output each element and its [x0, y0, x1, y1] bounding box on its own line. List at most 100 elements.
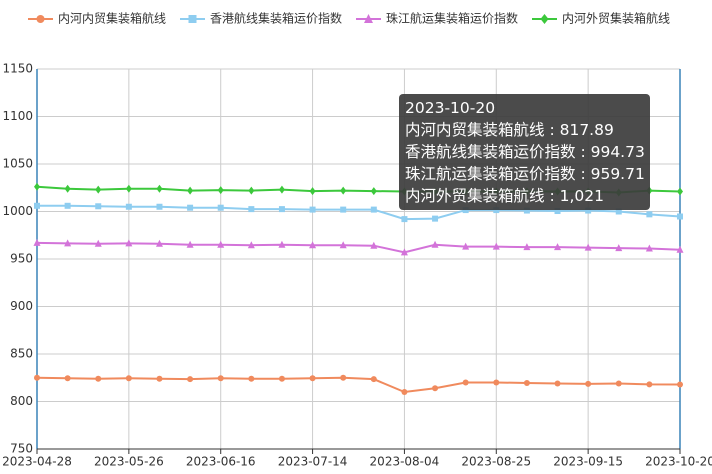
marker: [156, 184, 163, 193]
marker: [64, 184, 71, 193]
marker: [217, 375, 224, 382]
tooltip: 2023-10-20 内河内贸集装箱航线 817.89 香港航线集装箱运价指数 994.…: [399, 94, 650, 210]
marker: [217, 240, 225, 248]
marker: [339, 241, 347, 249]
series-line: [37, 204, 681, 221]
marker: [523, 379, 530, 386]
marker: [677, 187, 683, 196]
x-tick-label: 2023-08-04: [370, 455, 440, 469]
y-tick-label: 750: [10, 442, 33, 456]
marker: [401, 389, 408, 395]
marker: [462, 242, 470, 250]
x-tick-label: 2023-10-20: [645, 455, 712, 469]
marker: [34, 374, 40, 381]
y-tick-label: 1000: [2, 204, 33, 218]
x-tick-label: 2023-06-16: [186, 455, 256, 469]
marker: [248, 206, 255, 213]
marker: [400, 248, 408, 256]
x-tick-label: 2023-08-25: [461, 455, 531, 469]
tooltip-row: 香港航线集装箱运价指数 994.73: [405, 141, 645, 163]
marker: [340, 186, 347, 195]
marker: [278, 206, 285, 213]
separator: [576, 143, 591, 161]
y-tick-label: 1150: [2, 62, 33, 76]
tooltip-title: 2023-10-20: [405, 97, 644, 119]
y-tick-label: 1050: [2, 157, 33, 171]
marker: [370, 376, 377, 383]
marker: [370, 187, 377, 196]
tooltip-date: 2023-10-20: [405, 99, 496, 117]
marker: [645, 244, 653, 252]
legend-label: 内河内贸集装箱航线: [58, 11, 166, 26]
marker: [370, 206, 377, 213]
marker: [584, 243, 592, 251]
y-tick-label: 900: [10, 299, 33, 313]
marker: [493, 379, 500, 386]
marker: [309, 206, 316, 213]
marker: [188, 15, 197, 23]
marker: [340, 374, 347, 381]
x-tick-label: 2023-09-15: [553, 455, 623, 469]
legend-item: 香港航线集装箱运价指数: [180, 11, 342, 26]
marker: [125, 184, 132, 193]
tooltip-row: 内河内贸集装箱航线 817.89: [405, 119, 644, 141]
marker: [309, 187, 316, 196]
legend-label: 珠江航运集装箱运价指数: [386, 11, 518, 26]
marker: [187, 376, 194, 383]
marker: [95, 375, 102, 382]
marker: [523, 243, 531, 251]
tooltip-value: 1,021: [559, 187, 604, 205]
y-tick-label: 950: [10, 252, 33, 266]
marker: [401, 216, 408, 223]
marker: [64, 202, 71, 209]
marker: [492, 242, 500, 250]
legend-item: 内河外贸集装箱航线: [532, 11, 670, 26]
tooltip-name: 内河外贸集装箱航线: [405, 187, 545, 205]
marker: [248, 375, 255, 382]
tooltip-name: 珠江航运集装箱运价指数: [405, 165, 576, 183]
series-line: [36, 241, 681, 254]
marker: [34, 182, 40, 191]
tooltip-row: 内河外贸集装箱航线 1,021: [405, 185, 644, 207]
marker: [462, 379, 469, 386]
separator: [576, 165, 591, 183]
tooltip-value: 994.73: [590, 143, 645, 161]
marker: [187, 204, 194, 211]
marker: [217, 186, 224, 195]
marker: [156, 375, 163, 382]
marker: [217, 204, 224, 211]
marker: [370, 241, 378, 249]
y-tick-label: 800: [10, 394, 33, 408]
series-line: [36, 376, 681, 394]
marker: [155, 239, 163, 247]
marker: [247, 241, 255, 249]
marker: [677, 213, 683, 220]
marker: [677, 381, 683, 388]
marker: [95, 185, 102, 194]
marker: [125, 375, 132, 382]
marker: [432, 385, 439, 392]
marker: [125, 203, 132, 210]
separator: [545, 121, 560, 139]
marker: [34, 202, 40, 209]
marker: [248, 186, 255, 195]
marker: [187, 186, 194, 195]
marker: [278, 185, 285, 194]
marker: [554, 380, 561, 387]
legend-label: 香港航线集装箱运价指数: [210, 11, 342, 26]
marker: [676, 245, 684, 253]
marker: [364, 14, 373, 23]
tooltip-name: 内河内贸集装箱航线: [405, 121, 545, 139]
legend-item: 珠江航运集装箱运价指数: [356, 11, 518, 26]
marker: [309, 375, 316, 382]
marker: [278, 240, 286, 248]
marker: [340, 206, 347, 213]
marker: [278, 375, 285, 382]
separator: [545, 187, 560, 205]
marker: [615, 208, 622, 215]
marker: [646, 381, 653, 388]
marker: [94, 239, 102, 247]
x-tick-label: 2023-05-26: [94, 455, 164, 469]
